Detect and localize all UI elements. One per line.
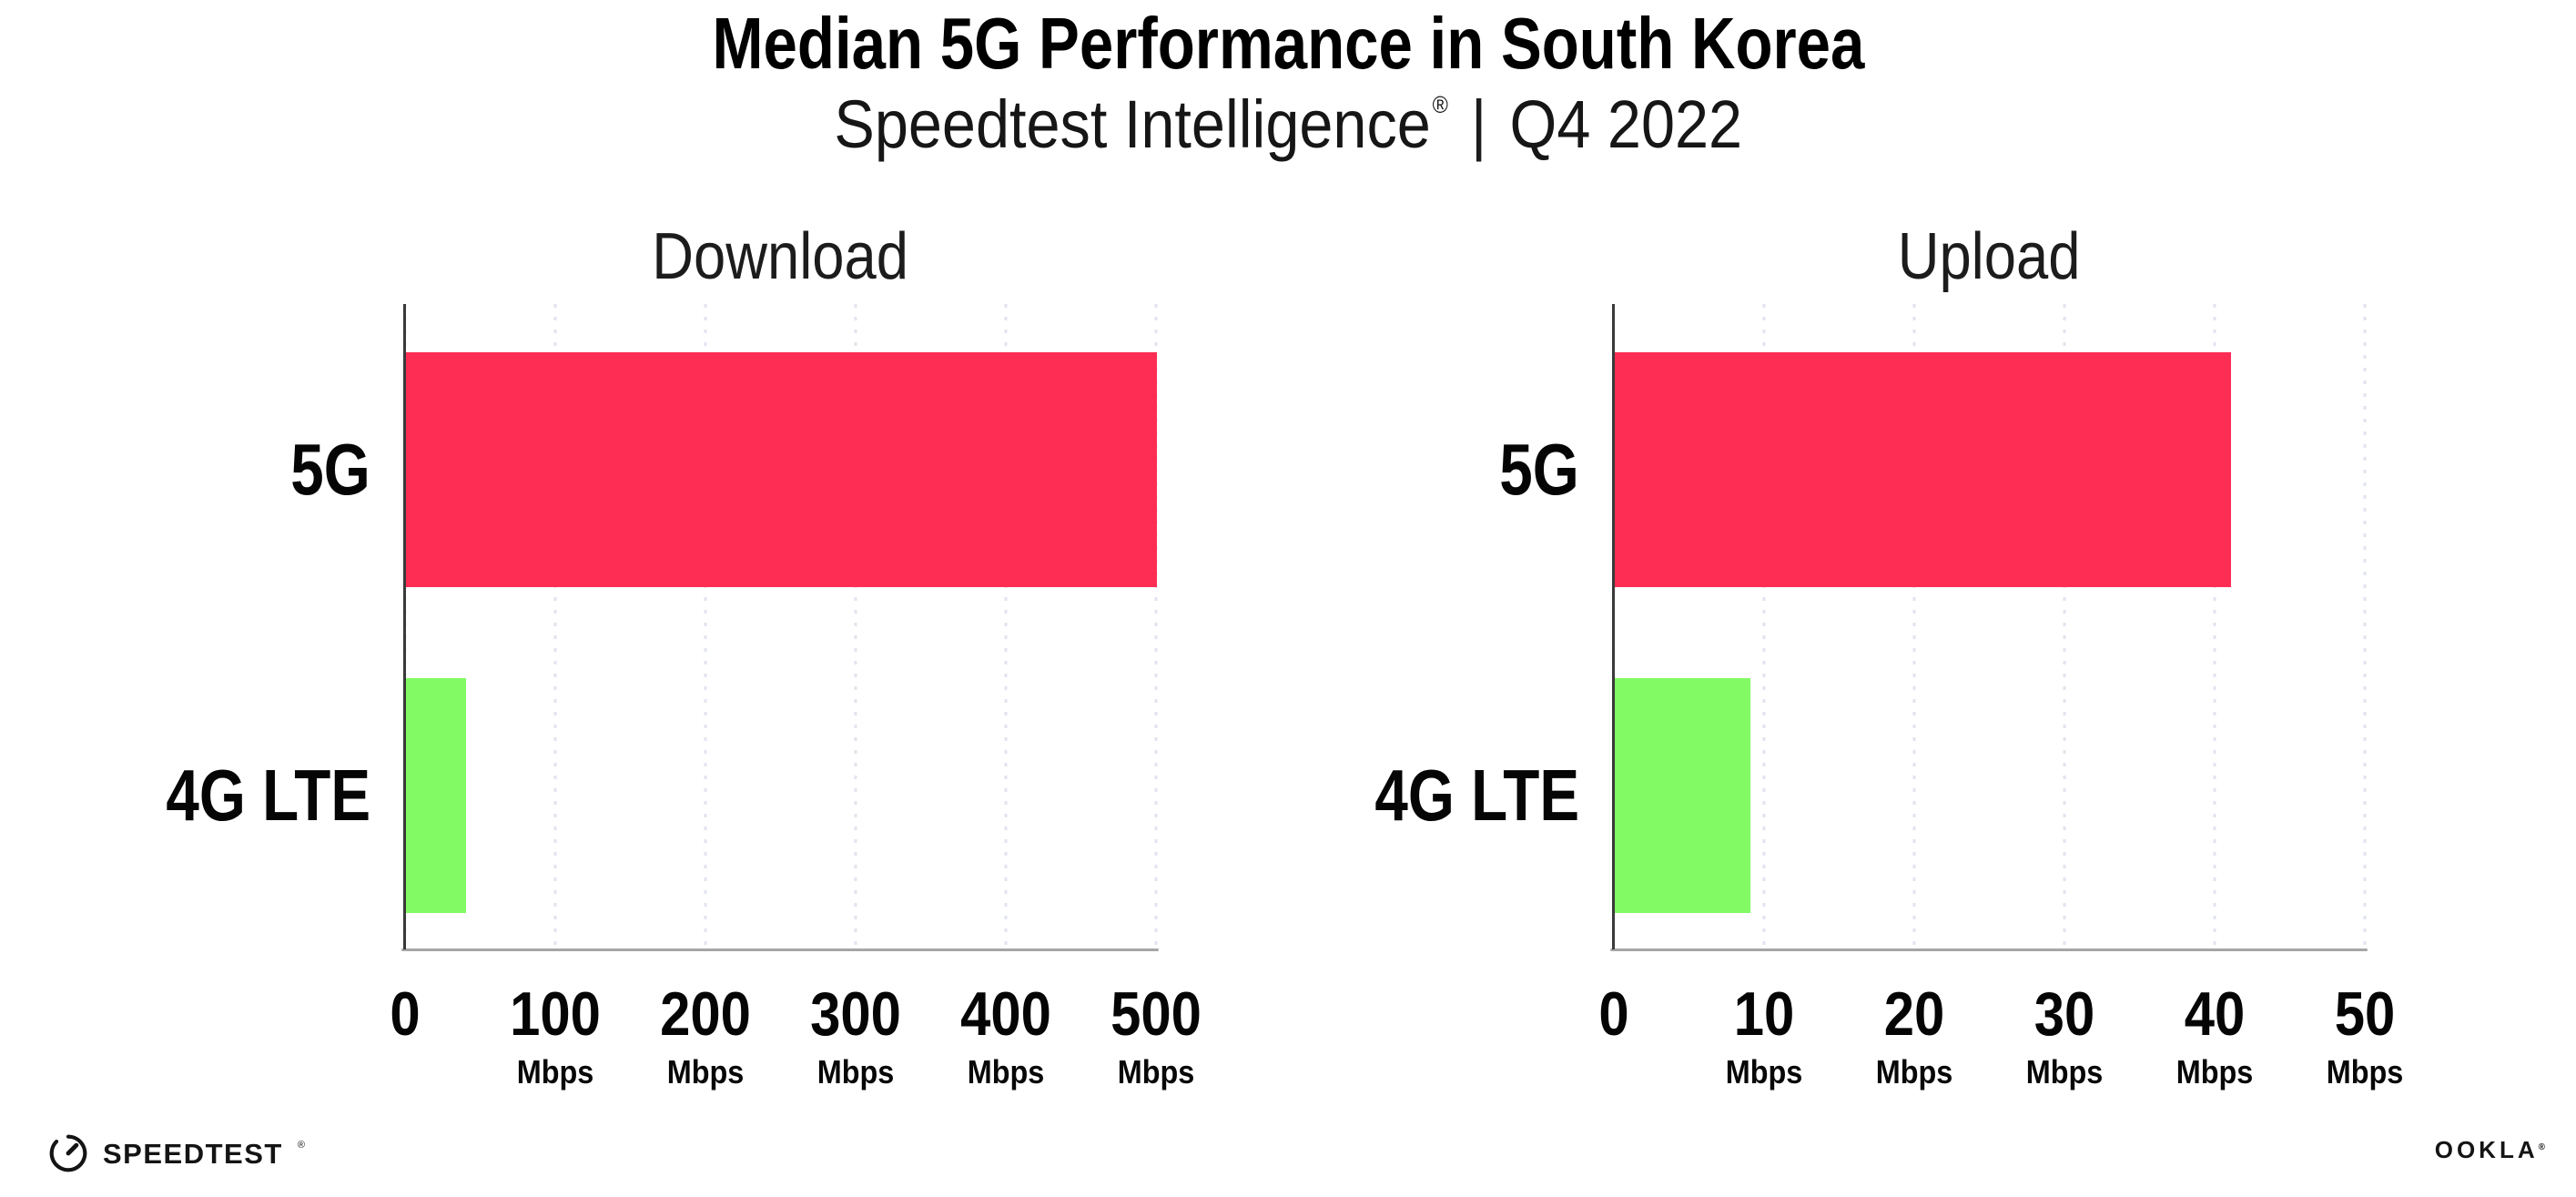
upload-category-labels: 5G 4G LTE xyxy=(1302,304,1579,949)
x-tick-0: 0 xyxy=(388,983,422,1045)
4g-lte-bar xyxy=(1615,678,1750,914)
page-title: Median 5G Performance in South Korea xyxy=(0,4,2576,84)
x-tick-40: 40 Mbps xyxy=(2172,983,2257,1089)
gridline-100 xyxy=(553,304,557,949)
x-tick-10: 10 Mbps xyxy=(1721,983,1807,1089)
5g-bar xyxy=(1615,352,2231,588)
x-tick-value: 300 xyxy=(810,979,901,1049)
x-tick-200: 200 Mbps xyxy=(654,983,756,1089)
gridline-200 xyxy=(704,304,707,949)
gridline-300 xyxy=(854,304,857,949)
x-tick-value: 0 xyxy=(390,979,421,1049)
gridline-20 xyxy=(1912,304,1916,949)
category-label-4g-lte: 4G LTE xyxy=(1330,759,1579,832)
category-label-text: 4G LTE xyxy=(166,755,370,837)
ookla-registered-mark: ® xyxy=(2538,1142,2545,1152)
x-tick-value: 400 xyxy=(960,979,1051,1049)
category-label-5g: 5G xyxy=(273,433,370,506)
subtitle-separator: | xyxy=(1470,86,1487,162)
x-tick-0: 0 xyxy=(1597,983,1631,1045)
category-label-text: 5G xyxy=(1499,429,1579,511)
subtitle-brand: Speedtest Intelligence xyxy=(834,86,1431,162)
download-category-labels: 5G 4G LTE xyxy=(91,304,370,949)
x-tick-30: 30 Mbps xyxy=(2022,983,2107,1089)
x-tick-50: 50 Mbps xyxy=(2322,983,2408,1089)
speedtest-logo: SPEEDTEST ® xyxy=(47,1132,305,1174)
category-label-text: 4G LTE xyxy=(1374,755,1579,837)
x-tick-unit: Mbps xyxy=(1725,1053,1803,1090)
x-tick-unit: Mbps xyxy=(2326,1053,2404,1090)
gridline-50 xyxy=(2363,304,2367,949)
upload-x-axis-ticks: 0 10 Mbps 20 Mbps 30 Mbps 40 Mbps 50 Mbps xyxy=(1598,983,2403,1129)
download-x-axis-ticks: 0 100 Mbps 200 Mbps 300 Mbps 400 Mbps 500 Mbps xyxy=(390,983,1202,1129)
gridline-500 xyxy=(1154,304,1158,949)
x-tick-20: 20 Mbps xyxy=(1871,983,1957,1089)
gridline-30 xyxy=(2063,304,2066,949)
x-tick-value: 20 xyxy=(1883,979,1945,1049)
upload-plot-area xyxy=(1610,304,2368,951)
x-tick-unit: Mbps xyxy=(516,1053,594,1090)
x-tick-unit: Mbps xyxy=(666,1053,745,1090)
gridline-40 xyxy=(2213,304,2216,949)
x-tick-400: 400 Mbps xyxy=(954,983,1057,1089)
upload-chart-title: Upload xyxy=(1898,220,2081,293)
x-tick-value: 200 xyxy=(660,979,751,1049)
gridline-10 xyxy=(1762,304,1766,949)
x-tick-value: 100 xyxy=(510,979,601,1049)
subtitle-period: Q4 2022 xyxy=(1509,86,1742,162)
ookla-logo: OOKLA® xyxy=(2435,1138,2545,1161)
x-tick-value: 500 xyxy=(1111,979,1202,1049)
x-tick-unit: Mbps xyxy=(1117,1053,1195,1090)
category-label-text: 5G xyxy=(290,429,370,511)
x-tick-unit: Mbps xyxy=(2025,1053,2104,1090)
page-title-text: Median 5G Performance in South Korea xyxy=(712,3,1864,84)
registered-trademark-icon: ® xyxy=(1432,91,1448,118)
x-tick-value: 50 xyxy=(2334,979,2396,1049)
download-plot-area xyxy=(401,304,1159,951)
speedtest-wordmark: SPEEDTEST xyxy=(103,1137,283,1170)
x-tick-value: 0 xyxy=(1598,979,1629,1049)
x-tick-unit: Mbps xyxy=(816,1053,895,1090)
x-tick-value: 40 xyxy=(2184,979,2246,1049)
x-tick-500: 500 Mbps xyxy=(1104,983,1207,1089)
x-tick-unit: Mbps xyxy=(1875,1053,1953,1090)
x-tick-unit: Mbps xyxy=(2175,1053,2254,1090)
x-tick-300: 300 Mbps xyxy=(804,983,907,1089)
category-label-5g: 5G xyxy=(1482,433,1579,506)
x-tick-100: 100 Mbps xyxy=(503,983,606,1089)
ookla-wordmark: OOKLA xyxy=(2434,1136,2539,1163)
speedtest-registered-mark: ® xyxy=(297,1140,305,1151)
x-tick-value: 10 xyxy=(1733,979,1795,1049)
download-chart-title: Download xyxy=(652,220,909,293)
x-tick-unit: Mbps xyxy=(967,1053,1045,1090)
page-subtitle: Speedtest Intelligence® | Q4 2022 xyxy=(0,87,2576,161)
x-tick-value: 30 xyxy=(2033,979,2095,1049)
gridline-400 xyxy=(1004,304,1008,949)
category-label-4g-lte: 4G LTE xyxy=(121,759,370,832)
speedtest-gauge-icon xyxy=(49,1134,87,1172)
5g-bar xyxy=(406,352,1157,588)
4g-lte-bar xyxy=(406,678,466,914)
